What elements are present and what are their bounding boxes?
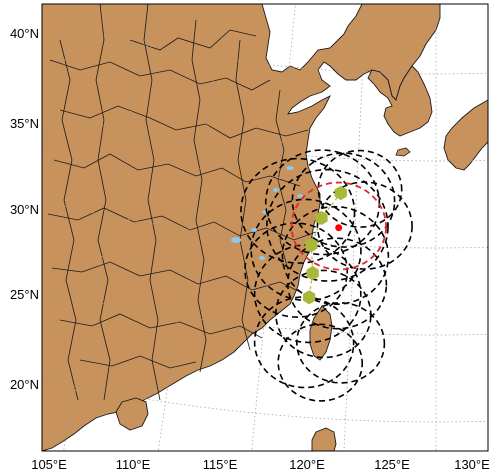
meridian-line — [251, 4, 296, 451]
range-circle — [264, 149, 381, 256]
latitude-label: 40°N — [10, 26, 39, 41]
longitude-label: 125°E — [374, 457, 410, 472]
map-frame — [41, 3, 489, 452]
parallel-line — [72, 28, 488, 75]
range-circle — [240, 157, 356, 264]
parallel-line — [42, 379, 488, 423]
longitude-labels: 105°E 110°E 115°E 120°E 125°E 130°E — [31, 457, 490, 472]
parallel-line — [0, 451, 500, 474]
center-marker — [335, 224, 343, 232]
meridian-line — [343, 4, 367, 451]
track-point — [305, 238, 318, 253]
range-circle — [266, 168, 389, 282]
japan-land — [443, 99, 488, 171]
track-point — [315, 210, 328, 225]
longitude-label: 105°E — [31, 457, 67, 472]
meridian-line — [157, 4, 225, 451]
latitude-label: 35°N — [10, 116, 39, 131]
center-marker-layer — [335, 224, 343, 232]
track-points — [303, 185, 347, 305]
latitude-labels: 40°N 35°N 30°N 25°N 20°N — [10, 26, 39, 392]
latitude-label: 30°N — [10, 202, 39, 217]
longitude-label: 110°E — [116, 457, 151, 472]
longitude-label: 120°E — [289, 457, 325, 472]
jeju-island — [395, 147, 411, 157]
range-circle — [295, 302, 386, 384]
range-circle — [316, 181, 413, 270]
latitude-label: 20°N — [10, 377, 39, 392]
range-circle — [291, 152, 396, 248]
parallel-line — [42, 289, 488, 336]
meridian-line — [63, 4, 153, 451]
korea-land — [367, 65, 433, 137]
latitude-label: 25°N — [10, 287, 39, 302]
range-circle — [277, 323, 363, 402]
track-point — [306, 266, 319, 281]
range-circle — [244, 222, 348, 318]
longitude-label: 130°E — [454, 457, 490, 472]
highlight-circle-layer — [290, 181, 388, 271]
range-circle — [253, 244, 362, 344]
longitude-label: 115°E — [203, 457, 238, 472]
province-borders — [47, 4, 317, 401]
hainan-land — [115, 397, 149, 431]
track-point — [334, 185, 347, 201]
luzon-land — [311, 427, 337, 451]
highlight-circle — [290, 181, 388, 271]
range-circle — [250, 198, 362, 302]
taiwan-land — [309, 305, 333, 361]
range-circle — [281, 205, 390, 306]
track-point — [303, 290, 316, 305]
mainland-land — [42, 4, 441, 451]
range-circles — [240, 149, 413, 402]
range-circle — [274, 269, 372, 359]
